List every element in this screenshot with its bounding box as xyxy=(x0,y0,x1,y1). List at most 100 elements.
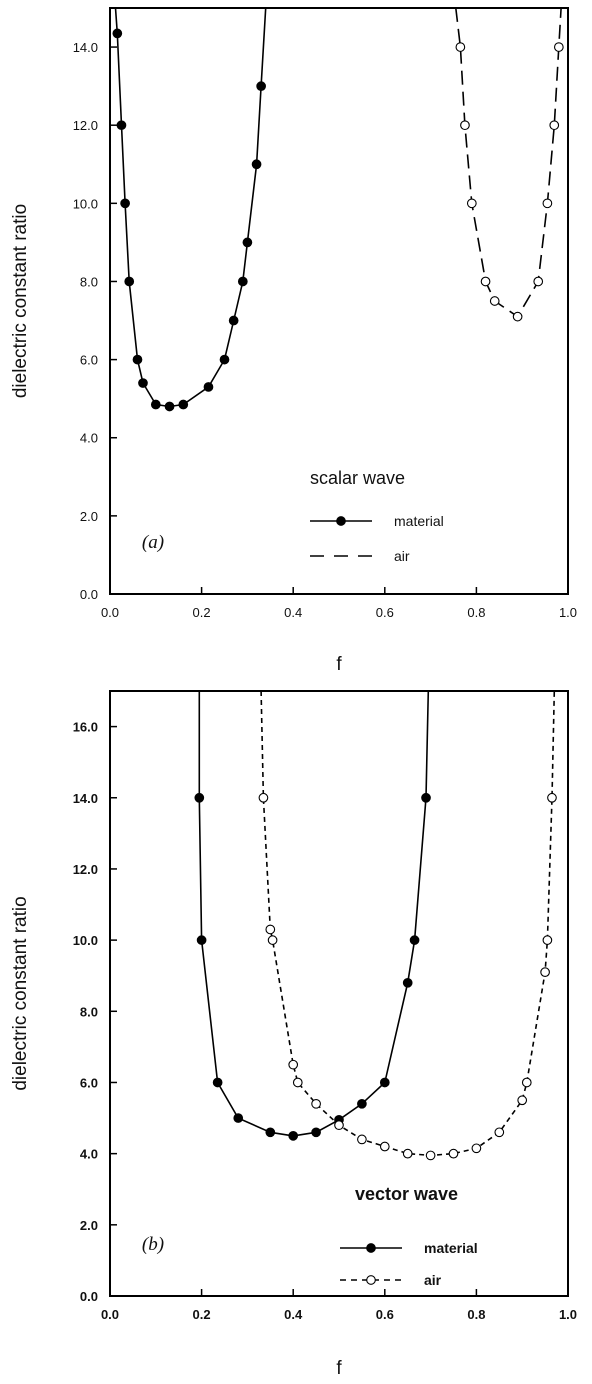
legend-marker-air xyxy=(366,1275,376,1285)
data-point-material xyxy=(164,401,175,412)
series-line-air xyxy=(260,691,556,1157)
data-point-air xyxy=(292,1077,303,1088)
data-point-material xyxy=(233,1113,244,1123)
data-point-air xyxy=(517,1095,528,1106)
data-point-air xyxy=(542,935,553,945)
data-point-air xyxy=(547,792,557,803)
panel-label: (a) xyxy=(142,532,164,553)
data-point-air xyxy=(494,1127,505,1138)
legend-label-material: material xyxy=(394,513,444,529)
legend-label-material: material xyxy=(424,1240,478,1256)
data-point-material xyxy=(150,399,161,410)
data-point-material xyxy=(138,378,148,388)
data-point-air xyxy=(334,1120,344,1131)
data-point-material xyxy=(265,1127,276,1138)
data-point-air xyxy=(553,42,564,52)
data-point-air xyxy=(448,1148,459,1159)
data-point-material xyxy=(203,382,214,392)
y-tick-label: 14.0 xyxy=(73,40,98,55)
y-tick-label: 12.0 xyxy=(73,118,98,133)
panel-label: (b) xyxy=(142,1234,164,1255)
y-axis-title: dielectric constant ratio xyxy=(10,204,31,398)
y-tick-label: 2.0 xyxy=(80,1218,98,1233)
data-point-air xyxy=(521,1077,532,1088)
data-point-air xyxy=(489,296,500,306)
data-point-material xyxy=(212,1077,223,1088)
data-point-material xyxy=(242,237,253,248)
data-point-air xyxy=(512,311,523,322)
data-point-air xyxy=(455,42,466,52)
y-tick-label: 16.0 xyxy=(73,720,98,735)
x-tick-label: 0.8 xyxy=(467,1307,485,1322)
x-tick-label: 0.2 xyxy=(193,605,211,620)
plot-frame xyxy=(109,690,569,1297)
data-point-air xyxy=(542,198,553,209)
y-tick-label: 8.0 xyxy=(80,1004,98,1019)
data-point-material xyxy=(357,1098,367,1109)
data-point-material xyxy=(288,1131,299,1141)
chart-panel-a: 0.0 0.2 0.4 0.6 0.8 1.0 0.0 2.0 4.0 6.0 8.0 10.0 12.… xyxy=(10,7,577,675)
y-tick-label: 4.0 xyxy=(80,431,98,446)
data-point-material xyxy=(409,935,420,945)
data-point-material xyxy=(112,28,123,39)
legend-label-air: air xyxy=(394,548,410,564)
legend-marker-material xyxy=(336,516,346,526)
data-point-material xyxy=(178,399,189,410)
plot-area xyxy=(194,691,557,1161)
series-line-material xyxy=(114,8,267,408)
data-point-air xyxy=(265,924,276,935)
data-point-material xyxy=(219,354,230,365)
legend-label-air: air xyxy=(424,1272,442,1288)
x-axis-title: f xyxy=(336,654,342,675)
x-tick-label: 0.8 xyxy=(467,605,485,620)
data-point-air xyxy=(471,1143,482,1154)
data-point-material xyxy=(116,120,127,131)
legend-title: scalar wave xyxy=(310,468,405,488)
y-axis-title: dielectric constant ratio xyxy=(10,896,31,1090)
data-point-air xyxy=(288,1059,299,1070)
y-tick-label: 6.0 xyxy=(80,1075,98,1090)
y-tick-label: 10.0 xyxy=(73,196,98,211)
data-point-air xyxy=(258,792,269,803)
y-tick-label: 6.0 xyxy=(80,353,98,368)
data-point-material xyxy=(124,276,135,287)
y-tick-label: 0.0 xyxy=(80,1289,98,1304)
data-point-air xyxy=(549,120,560,131)
data-point-material xyxy=(256,81,266,91)
x-tick-label: 0.0 xyxy=(101,605,119,620)
data-point-air xyxy=(267,935,278,945)
series-line-air xyxy=(455,8,562,318)
x-tick-label: 0.6 xyxy=(376,605,394,620)
x-tick-label: 0.2 xyxy=(193,1307,211,1322)
y-tick-label: 4.0 xyxy=(80,1147,98,1162)
y-tick-label: 8.0 xyxy=(80,274,98,289)
x-tick-label: 1.0 xyxy=(559,1307,577,1322)
data-point-material xyxy=(379,1077,390,1088)
data-point-material xyxy=(237,276,248,287)
y-tick-label: 2.0 xyxy=(80,509,98,524)
data-point-air xyxy=(466,198,477,209)
y-tick-label: 0.0 xyxy=(80,587,98,602)
data-point-material xyxy=(311,1127,321,1138)
legend-marker-material xyxy=(366,1243,376,1253)
data-point-material xyxy=(132,354,143,365)
x-tick-label: 1.0 xyxy=(559,605,577,620)
data-point-material xyxy=(421,792,431,803)
data-point-air xyxy=(540,967,550,977)
x-tick-label: 0.0 xyxy=(101,1307,119,1322)
data-point-material xyxy=(402,977,413,988)
data-point-material xyxy=(228,315,239,326)
y-tick-label: 10.0 xyxy=(73,933,98,948)
data-point-air xyxy=(402,1148,413,1159)
data-point-material xyxy=(251,159,262,170)
data-point-material xyxy=(194,792,205,803)
data-point-air xyxy=(533,276,544,287)
data-point-air xyxy=(379,1141,390,1152)
legend-title: vector wave xyxy=(355,1184,458,1204)
data-point-air xyxy=(311,1098,321,1109)
x-axis-title: f xyxy=(336,1358,342,1379)
x-tick-label: 0.4 xyxy=(284,1307,303,1322)
data-point-air xyxy=(357,1134,367,1145)
x-tick-label: 0.6 xyxy=(376,1307,394,1322)
